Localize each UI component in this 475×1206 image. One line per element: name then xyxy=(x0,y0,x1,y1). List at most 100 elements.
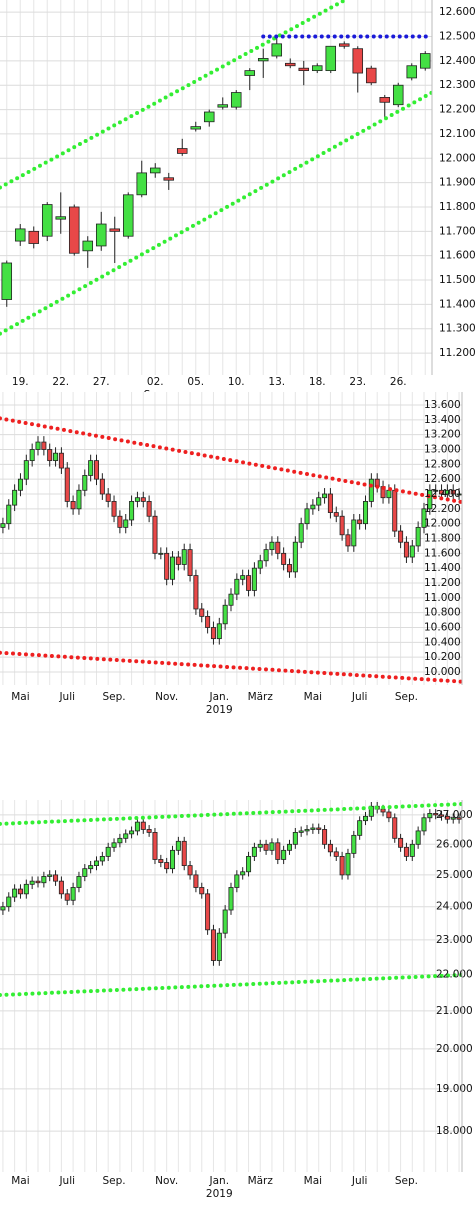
candle-body xyxy=(386,489,392,499)
candle-body xyxy=(368,805,374,817)
candle-body xyxy=(444,489,450,495)
candle-body xyxy=(47,874,53,877)
candle-body xyxy=(216,623,222,640)
candle-body xyxy=(164,862,170,870)
y-tick-label: 11.200 xyxy=(439,347,475,359)
y-tick-label: 11.800 xyxy=(439,201,475,213)
candle-body xyxy=(333,512,339,517)
candle-body xyxy=(175,840,181,851)
candle-body xyxy=(351,519,357,547)
candle-body xyxy=(199,608,205,617)
x-tick-label: 05. xyxy=(187,376,204,388)
x-tick-label: Juli xyxy=(58,691,75,703)
candle-body xyxy=(450,489,456,495)
candle-body xyxy=(216,932,222,961)
candle-body xyxy=(351,834,357,854)
candle-body xyxy=(427,489,433,510)
candle-body xyxy=(228,593,234,606)
candle-body xyxy=(398,837,404,848)
y-tick-label: 13.000 xyxy=(424,443,461,455)
x-tick-label: März xyxy=(248,1175,274,1187)
chart-panel: 11.200 11.300 11.400 11.500 11.600 11.700 11.8… xyxy=(0,0,475,401)
candle-body xyxy=(444,815,450,820)
x-tick-label: Sep. xyxy=(395,691,418,703)
y-tick-label: 12.000 xyxy=(439,152,475,164)
plot-area xyxy=(0,0,432,375)
candle-body xyxy=(316,827,322,830)
candle-body xyxy=(333,851,339,857)
candle-body xyxy=(95,223,107,247)
candle-body xyxy=(193,874,199,888)
candle-body xyxy=(41,441,47,450)
candle-body xyxy=(257,58,269,62)
x-tick-label: Mai xyxy=(11,1175,29,1187)
candle-body xyxy=(365,67,377,84)
candle-body xyxy=(433,813,439,816)
candle-body xyxy=(339,515,345,536)
candle-body xyxy=(14,228,26,242)
y-tick-label: 11.500 xyxy=(439,274,475,286)
candle-body xyxy=(170,556,176,580)
y-tick-label: 18.000 xyxy=(436,1125,473,1137)
candle-body xyxy=(203,111,215,123)
x-tick-label: 22. xyxy=(52,376,69,388)
candle-body xyxy=(275,541,281,554)
candle-body xyxy=(379,97,391,103)
candle-body xyxy=(450,817,456,820)
candle-body xyxy=(93,460,99,480)
y-tick-label: 12.400 xyxy=(424,488,461,500)
candle-body xyxy=(210,929,216,961)
candle-body xyxy=(187,549,193,576)
candle-body xyxy=(82,240,94,252)
trend-line xyxy=(0,416,462,505)
candle-body xyxy=(28,230,40,244)
x-sublabel: 2019 xyxy=(206,704,233,716)
candle-body xyxy=(286,564,292,573)
candle-body xyxy=(82,475,88,491)
candle-body xyxy=(222,604,228,625)
candle-body xyxy=(357,820,363,836)
candle-body xyxy=(240,871,246,876)
candle-body xyxy=(322,493,328,499)
x-sublabel: 2019 xyxy=(206,1188,233,1200)
candle-body xyxy=(325,45,337,72)
x-tick-label: Mai xyxy=(304,691,322,703)
candle-body xyxy=(298,67,310,72)
candle-body xyxy=(29,449,35,462)
candle-body xyxy=(421,817,427,832)
plot-area xyxy=(0,800,462,1172)
candle-body xyxy=(68,206,80,254)
y-tick-label: 24.000 xyxy=(436,901,473,913)
candle-body xyxy=(6,896,12,908)
y-tick-label: 10.200 xyxy=(424,651,461,663)
x-tick-label: Juli xyxy=(351,1175,368,1187)
candle-body xyxy=(111,501,117,517)
candle-body xyxy=(70,887,76,901)
candle-body xyxy=(392,84,404,106)
candle-body xyxy=(136,172,148,196)
candle-body xyxy=(363,501,369,525)
y-tick-label: 12.400 xyxy=(439,55,475,67)
candle-body xyxy=(181,840,187,866)
candle-body xyxy=(316,497,322,506)
candle-body xyxy=(352,48,364,74)
x-tick-label: Nov. xyxy=(155,1175,178,1187)
candle-body xyxy=(23,460,29,480)
candle-body xyxy=(181,549,187,565)
candle-body xyxy=(190,126,202,130)
x-tick-label: 23. xyxy=(349,376,366,388)
y-tick-label: 11.700 xyxy=(439,225,475,237)
candle-body xyxy=(0,906,6,911)
y-tick-label: 11.600 xyxy=(424,547,461,559)
candle-body xyxy=(304,508,310,525)
x-tick-label: 13. xyxy=(268,376,285,388)
candle-body xyxy=(58,880,64,895)
candle-body xyxy=(271,43,283,57)
x-tick-label: Mai xyxy=(11,691,29,703)
y-tick-label: 11.400 xyxy=(439,298,475,310)
x-tick-label: 02. xyxy=(147,376,164,388)
y-tick-label: 25.000 xyxy=(436,869,473,881)
candle-body xyxy=(338,43,350,47)
y-tick-label: 12.200 xyxy=(439,104,475,116)
y-tick-label: 26.000 xyxy=(436,838,473,850)
